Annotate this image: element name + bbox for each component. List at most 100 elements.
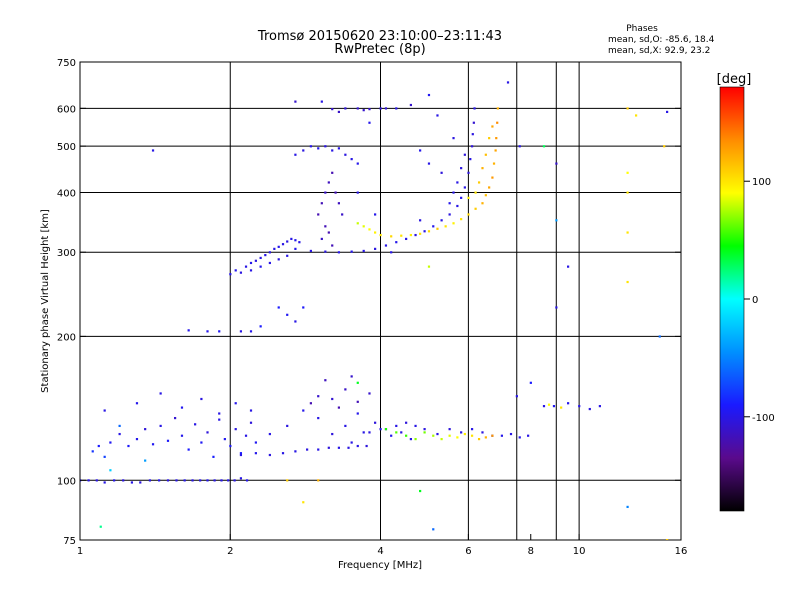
data-point	[518, 436, 521, 439]
data-point	[223, 437, 226, 441]
data-point	[356, 162, 359, 165]
data-point	[356, 400, 359, 403]
data-point	[159, 392, 162, 395]
data-point	[317, 395, 320, 398]
data-point	[560, 406, 563, 409]
data-point	[259, 265, 262, 268]
data-point	[626, 505, 629, 509]
y-tick-label: 600	[57, 104, 76, 115]
data-point	[448, 213, 451, 216]
data-point	[491, 125, 494, 128]
data-point	[298, 241, 301, 244]
data-point	[229, 444, 232, 448]
data-point	[234, 402, 237, 405]
data-point	[290, 237, 293, 241]
data-point	[495, 137, 498, 140]
data-point	[473, 107, 476, 110]
data-point	[159, 424, 162, 428]
data-point	[452, 222, 455, 225]
data-point	[213, 479, 216, 482]
data-point	[103, 481, 106, 484]
data-point	[337, 406, 341, 409]
y-tick-label: 500	[57, 142, 76, 153]
data-point	[344, 153, 347, 156]
data-points	[80, 81, 669, 540]
data-point	[470, 434, 474, 437]
data-point	[259, 325, 262, 328]
data-point	[91, 450, 94, 453]
data-point	[118, 432, 121, 436]
data-point	[436, 114, 439, 117]
data-point	[350, 375, 353, 378]
y-axis-label: Stationary phase Virtual Height [km]	[40, 209, 51, 393]
data-point	[555, 162, 558, 165]
data-point	[347, 446, 350, 449]
x-tick-label: 4	[377, 546, 383, 557]
colorbar-title: [deg]	[717, 72, 752, 87]
data-point	[227, 479, 230, 482]
data-point	[127, 444, 130, 448]
data-point	[427, 265, 431, 268]
data-point	[481, 431, 484, 434]
data-point	[113, 479, 116, 482]
data-point	[362, 249, 365, 253]
data-point	[626, 171, 629, 174]
x-tick-label: 10	[573, 546, 586, 557]
data-point	[268, 432, 271, 436]
data-point	[467, 213, 470, 216]
data-point	[331, 244, 334, 247]
data-point	[492, 162, 496, 165]
data-point	[273, 247, 276, 250]
data-point	[109, 441, 112, 444]
data-point	[460, 196, 463, 199]
data-point	[233, 479, 236, 482]
colorbar-ticks: 100 0 -100	[744, 177, 775, 424]
data-point	[254, 441, 257, 444]
data-point	[334, 191, 337, 194]
data-point	[277, 258, 280, 261]
data-point	[494, 149, 497, 152]
data-point	[218, 412, 221, 415]
data-point	[286, 254, 289, 257]
data-point	[414, 233, 417, 237]
y-tick-label: 750	[57, 58, 76, 69]
data-point	[294, 153, 297, 156]
data-point	[448, 428, 451, 431]
data-point	[103, 409, 106, 412]
data-point	[626, 191, 629, 194]
data-point	[463, 153, 466, 156]
data-point	[440, 171, 443, 174]
y-tick-label: 300	[57, 248, 76, 259]
data-point	[542, 145, 546, 148]
data-point	[474, 207, 477, 210]
data-point	[444, 225, 447, 228]
data-point	[588, 407, 591, 411]
data-point	[395, 431, 398, 434]
data-point	[481, 202, 484, 205]
colorbar-tick-label: 0	[752, 295, 758, 306]
data-point	[400, 431, 403, 434]
data-point	[294, 320, 297, 323]
data-point	[423, 431, 426, 434]
data-point	[320, 202, 323, 205]
data-point	[317, 147, 320, 150]
data-point	[337, 446, 341, 449]
data-point	[234, 428, 237, 431]
data-point	[362, 431, 365, 434]
data-point	[254, 259, 257, 262]
data-point	[239, 453, 243, 457]
data-point	[249, 409, 253, 412]
data-point	[460, 218, 463, 221]
data-point	[324, 250, 327, 253]
data-point	[151, 149, 155, 152]
data-point	[317, 479, 320, 482]
data-point	[229, 273, 232, 276]
chart-title: Tromsø 20150620 23:10:00–23:11:43	[257, 29, 502, 44]
data-point	[331, 397, 334, 401]
data-point	[344, 424, 347, 428]
data-point	[529, 381, 532, 384]
data-point	[500, 434, 504, 437]
data-point	[362, 109, 365, 112]
data-point	[374, 421, 377, 424]
data-point	[409, 103, 412, 107]
